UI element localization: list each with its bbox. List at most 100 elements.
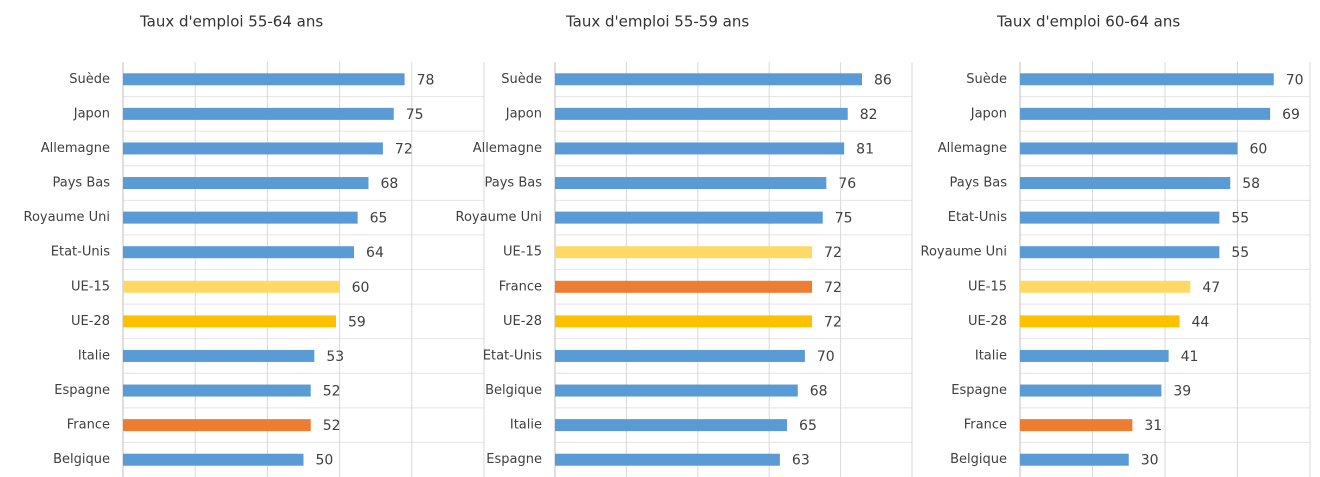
y-tick-label: Italie <box>510 418 542 433</box>
value-label: 82 <box>860 107 878 123</box>
value-label: 69 <box>1282 107 1300 123</box>
value-label: 72 <box>824 280 842 296</box>
bar <box>1020 280 1191 293</box>
bar <box>555 246 813 259</box>
bar <box>1020 211 1220 224</box>
value-label: 60 <box>352 280 370 296</box>
y-tick-label: UE-28 <box>968 314 1007 329</box>
value-label: 58 <box>1242 176 1260 192</box>
value-label: 70 <box>817 349 835 365</box>
bar <box>123 280 340 293</box>
value-label: 41 <box>1181 349 1199 365</box>
value-label: 65 <box>799 418 817 434</box>
y-tick-label: Japon <box>505 106 542 121</box>
value-label: 76 <box>838 176 856 192</box>
bar <box>123 315 336 328</box>
bar <box>555 453 780 466</box>
y-tick-label: Espagne <box>54 383 110 398</box>
value-label: 63 <box>792 453 810 469</box>
bar <box>123 142 383 155</box>
value-label: 44 <box>1192 314 1210 330</box>
value-label: 72 <box>395 141 413 157</box>
value-label: 31 <box>1144 418 1162 434</box>
bar <box>123 73 405 86</box>
bar <box>555 384 798 397</box>
value-label: 30 <box>1141 453 1159 469</box>
value-label: 55 <box>1231 245 1249 261</box>
bar <box>555 73 863 86</box>
value-label: 68 <box>380 176 398 192</box>
bar <box>1020 315 1180 328</box>
y-tick-label: UE-28 <box>71 314 110 329</box>
y-tick-label: UE-28 <box>503 314 542 329</box>
value-label: 86 <box>874 72 892 88</box>
y-tick-label: France <box>67 418 110 433</box>
chart-title: Taux d'emploi 60-64 ans <box>996 13 1180 31</box>
bar <box>555 419 788 432</box>
value-label: 52 <box>323 384 341 400</box>
y-tick-label: France <box>964 418 1007 433</box>
bar <box>123 177 369 190</box>
bar <box>1020 107 1271 120</box>
bar <box>123 107 394 120</box>
bar <box>1020 73 1274 86</box>
y-tick-label: Allemagne <box>938 141 1007 156</box>
value-label: 72 <box>824 314 842 330</box>
y-tick-label: Japon <box>970 106 1007 121</box>
value-label: 64 <box>366 245 384 261</box>
y-tick-label: Suède <box>966 72 1007 87</box>
chart-title: Taux d'emploi 55-59 ans <box>565 13 749 31</box>
bar <box>123 384 311 397</box>
bar <box>555 211 823 224</box>
y-tick-label: Etat-Unis <box>51 245 110 260</box>
value-label: 81 <box>856 141 874 157</box>
chart-title: Taux d'emploi 55-64 ans <box>139 13 323 31</box>
bar <box>555 315 813 328</box>
y-tick-label: Etat-Unis <box>948 210 1007 225</box>
y-tick-label: UE-15 <box>71 279 110 294</box>
bar <box>555 107 848 120</box>
y-tick-label: Italie <box>78 348 110 363</box>
bar <box>555 280 813 293</box>
bar <box>123 349 315 362</box>
y-tick-label: Espagne <box>951 383 1007 398</box>
y-tick-label: Belgique <box>53 452 110 467</box>
bar <box>555 177 827 190</box>
y-tick-label: Espagne <box>486 452 542 467</box>
bar <box>123 419 311 432</box>
y-tick-label: UE-15 <box>968 279 1007 294</box>
value-label: 52 <box>323 418 341 434</box>
y-tick-label: Royaume Uni <box>24 210 110 225</box>
value-label: 65 <box>370 211 388 227</box>
value-label: 50 <box>316 453 334 469</box>
bar <box>123 453 304 466</box>
value-label: 53 <box>326 349 344 365</box>
bar <box>1020 349 1169 362</box>
value-label: 60 <box>1250 141 1268 157</box>
y-tick-label: Belgique <box>485 383 542 398</box>
bar <box>555 142 845 155</box>
bar <box>1020 177 1231 190</box>
y-tick-label: Allemagne <box>41 141 110 156</box>
value-label: 55 <box>1231 211 1249 227</box>
value-label: 68 <box>810 384 828 400</box>
y-tick-label: Japon <box>73 106 110 121</box>
value-label: 59 <box>348 314 366 330</box>
bar <box>1020 384 1162 397</box>
bar <box>1020 246 1220 259</box>
bar <box>1020 453 1129 466</box>
value-label: 39 <box>1173 384 1191 400</box>
value-label: 47 <box>1202 280 1220 296</box>
y-tick-label: Italie <box>975 348 1007 363</box>
y-tick-label: France <box>499 279 542 294</box>
value-label: 72 <box>824 245 842 261</box>
value-label: 70 <box>1286 72 1304 88</box>
y-tick-label: Suède <box>501 72 542 87</box>
y-tick-label: Pays Bas <box>950 176 1008 191</box>
y-tick-label: Pays Bas <box>485 176 543 191</box>
y-tick-label: Suède <box>69 72 110 87</box>
bar <box>123 246 355 259</box>
value-label: 78 <box>417 72 435 88</box>
value-label: 75 <box>835 211 853 227</box>
